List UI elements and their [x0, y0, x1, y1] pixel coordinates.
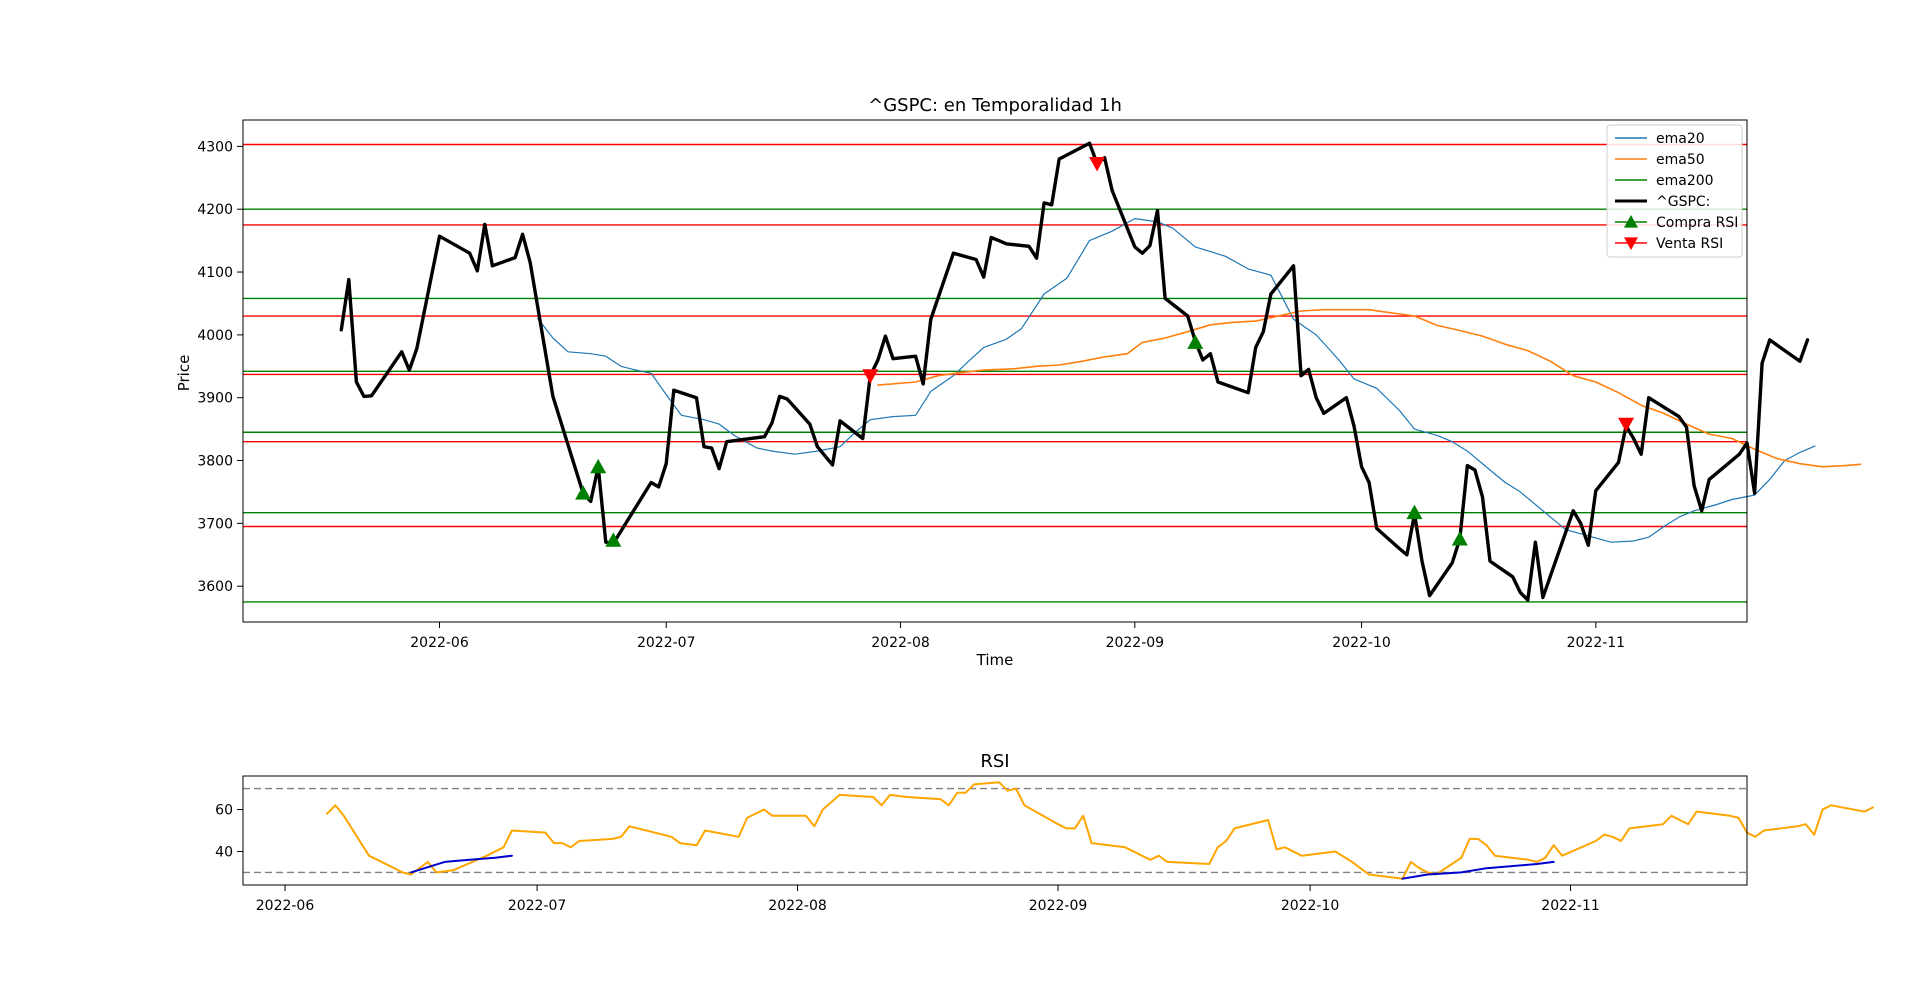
price-y-tick-label: 4100 — [197, 265, 233, 281]
sell-marker — [1618, 417, 1635, 433]
buy-marker — [575, 485, 592, 500]
price-y-tick-label: 3700 — [197, 516, 233, 532]
price-chart-title: ^GSPC: en Temporalidad 1h — [868, 95, 1122, 116]
rsi-series — [326, 781, 1874, 880]
price-chart-xlabel: Time — [976, 651, 1014, 669]
price-y-tick-label: 3900 — [197, 391, 233, 407]
series-line-rsi-2 — [1401, 860, 1555, 880]
legend-label-ema50: ema50 — [1656, 152, 1705, 168]
buy-marker — [1451, 531, 1468, 546]
rsi-y-tick-label: 60 — [215, 803, 233, 819]
series-line-ema20 — [537, 218, 1816, 543]
legend-box — [1606, 124, 1743, 258]
legend-marker-venta-rsi — [1624, 237, 1638, 250]
rsi-x-tick-label: 2022-09 — [1029, 898, 1088, 914]
rsi-threshold-lines — [243, 787, 1747, 874]
series-line-rsi-0 — [326, 781, 1874, 880]
price-x-tick-label: 2022-10 — [1332, 635, 1391, 651]
level-lines — [243, 143, 1747, 603]
price-chart: ^GSPC: en Temporalidad 1h Time Price 202… — [175, 95, 1862, 669]
legend-label-ema20: ema20 — [1656, 131, 1705, 147]
price-y-tick-label: 4300 — [197, 139, 233, 155]
price-x-tick-label: 2022-09 — [1106, 635, 1165, 651]
sell-marker — [862, 369, 879, 384]
price-x-ticks: 2022-06 2022-07 2022-08 2022-09 2022-10 2022-… — [410, 622, 1625, 651]
legend-label-ema200: ema200 — [1656, 173, 1714, 189]
price-y-tick-label: 4200 — [197, 202, 233, 218]
buy-marker — [605, 532, 622, 547]
rsi-plot-frame — [242, 775, 1748, 886]
legend-label-gspc: ^GSPC: — [1656, 194, 1710, 210]
legend-label-venta-rsi: Venta RSI — [1656, 236, 1723, 252]
price-chart-ylabel: Price — [175, 355, 193, 392]
price-y-tick-label: 4000 — [197, 328, 233, 344]
buy-marker — [1187, 334, 1204, 349]
price-x-tick-label: 2022-06 — [410, 635, 469, 651]
price-x-tick-label: 2022-11 — [1567, 635, 1626, 651]
rsi-x-tick-label: 2022-07 — [508, 898, 567, 914]
series-line-rsi-1 — [410, 854, 513, 874]
rsi-x-tick-label: 2022-10 — [1281, 898, 1340, 914]
legend-marker-compra-rsi — [1624, 215, 1638, 228]
rsi-chart: RSI 2022-06 2022-07 2022-08 2022-09 2022-10 2… — [215, 751, 1874, 914]
rsi-chart-title: RSI — [980, 751, 1009, 772]
price-plot-frame — [242, 119, 1748, 623]
rsi-y-ticks: 40 60 — [215, 803, 243, 860]
rsi-x-tick-label: 2022-06 — [256, 898, 315, 914]
rsi-x-tick-label: 2022-08 — [768, 898, 827, 914]
price-y-tick-label: 3600 — [197, 579, 233, 595]
rsi-x-ticks: 2022-06 2022-07 2022-08 2022-09 2022-10 2022-… — [256, 885, 1600, 914]
price-x-tick-label: 2022-07 — [637, 635, 696, 651]
legend: ema20 ema50 ema200 ^GSPC: Compra RSI Venta RS… — [1606, 124, 1743, 258]
price-x-tick-label: 2022-08 — [871, 635, 930, 651]
series-line-ema50 — [877, 308, 1862, 468]
buy-marker — [590, 458, 607, 474]
rsi-signal-markers — [575, 156, 1635, 547]
price-y-tick-label: 3800 — [197, 454, 233, 470]
price-y-ticks: 3600 3700 3800 3900 4000 4100 4200 4300 — [197, 139, 243, 595]
buy-marker — [1406, 504, 1423, 520]
sell-marker — [1089, 156, 1106, 172]
rsi-y-tick-label: 40 — [215, 844, 233, 860]
legend-label-compra-rsi: Compra RSI — [1656, 215, 1738, 231]
rsi-x-tick-label: 2022-11 — [1541, 898, 1600, 914]
